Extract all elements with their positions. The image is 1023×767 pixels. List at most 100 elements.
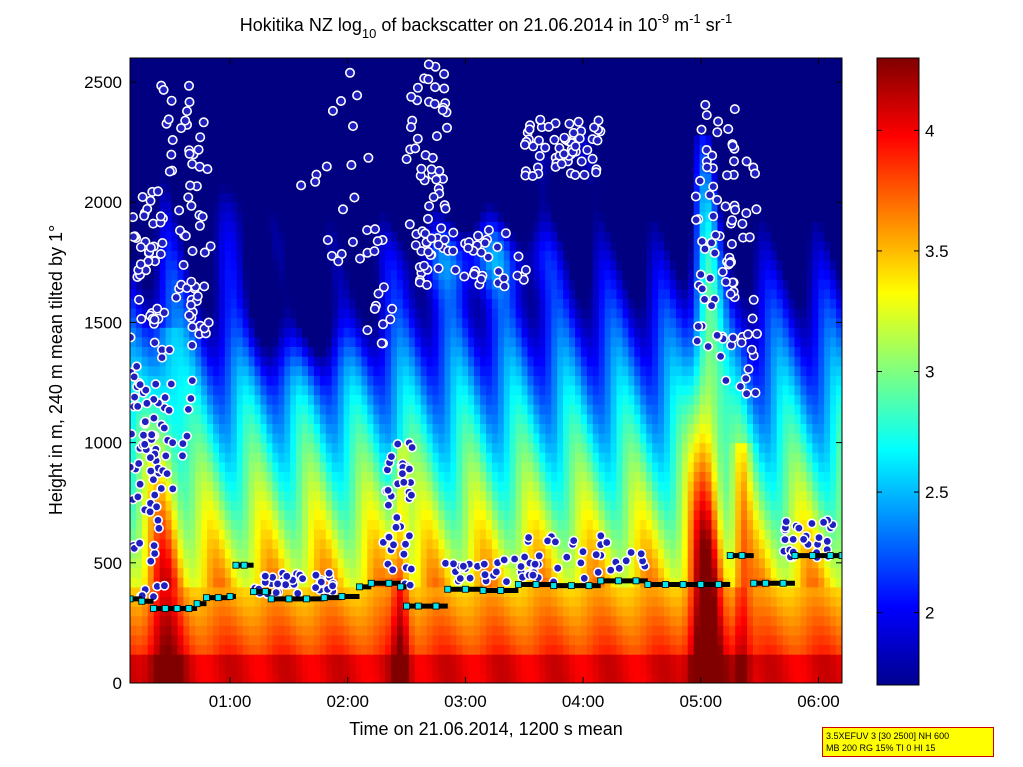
heatmap-cell [302, 375, 309, 386]
heatmap-cell [551, 663, 558, 674]
heatmap-cell [236, 327, 244, 338]
heatmap-cell [569, 606, 576, 617]
heatmap-cell [444, 134, 451, 146]
heatmap-cell [153, 404, 161, 415]
heatmap-cell [355, 298, 362, 309]
heatmap-cell [527, 221, 534, 232]
heatmap-cell [456, 384, 463, 396]
heatmap-cell [391, 250, 398, 261]
heatmap-cell [527, 250, 534, 261]
heatmap-cell [408, 548, 416, 559]
heatmap-cell [284, 144, 291, 155]
heatmap-cell [177, 625, 184, 636]
heatmap-cell [260, 625, 267, 636]
heatmap-cell [527, 471, 534, 482]
heatmap-cell [130, 606, 137, 617]
heatmap-cell [308, 240, 315, 251]
heatmap-cell [456, 125, 463, 136]
heatmap-cell [343, 654, 351, 665]
heatmap-cell [569, 384, 576, 396]
heatmap-cell [557, 634, 564, 646]
heatmap-cell [438, 509, 445, 521]
heatmap-cell [266, 548, 273, 559]
heatmap-cell [343, 154, 351, 165]
heatmap-cell [171, 259, 178, 271]
heatmap-cell [319, 461, 327, 472]
heatmap-cell [313, 231, 321, 242]
heatmap-cell [165, 77, 173, 88]
heatmap-cell [580, 231, 588, 242]
heatmap-cell [432, 433, 440, 444]
heatmap-cell [367, 548, 374, 559]
heatmap-cell [343, 423, 351, 434]
heatmap-cell [278, 221, 285, 232]
heatmap-cell [189, 58, 196, 69]
heatmap-cell [515, 663, 523, 674]
heatmap-cell [147, 567, 155, 578]
heatmap-cell [367, 58, 374, 69]
heatmap-cell [491, 394, 499, 405]
heatmap-cell [135, 77, 143, 88]
heatmap-cell [563, 58, 570, 69]
heatmap-cell [450, 548, 457, 559]
heatmap-cell [189, 356, 196, 367]
heatmap-cell [414, 634, 422, 646]
heatmap-cell [355, 183, 362, 194]
heatmap-cell [391, 259, 398, 271]
heatmap-cell [408, 404, 416, 415]
heatmap-cell [230, 423, 238, 434]
heatmap-cell [551, 67, 558, 78]
heatmap-cell [444, 529, 451, 540]
heatmap-cell [480, 500, 487, 511]
heatmap-cell [397, 336, 404, 347]
heatmap-cell [355, 413, 362, 424]
heatmap-cell [308, 500, 315, 511]
heatmap-cell [545, 452, 552, 463]
heatmap-cell [219, 654, 226, 665]
heatmap-cell [313, 288, 321, 299]
heatmap-cell [325, 452, 333, 463]
heatmap-cell [379, 115, 386, 126]
heatmap-cell [242, 154, 250, 165]
heatmap-cell [141, 86, 149, 97]
heatmap-cell [242, 433, 250, 444]
heatmap-cell [402, 115, 410, 126]
heatmap-cell [296, 423, 303, 434]
heatmap-cell [468, 433, 475, 444]
heatmap-cell [195, 356, 202, 367]
heatmap-cell [497, 144, 505, 155]
heatmap-cell [420, 519, 428, 530]
heatmap-cell [486, 413, 493, 424]
heatmap-cell [486, 77, 493, 88]
heatmap-cell [480, 221, 487, 232]
heatmap-cell [456, 106, 463, 117]
heatmap-cell [284, 615, 291, 626]
heatmap-cell [296, 596, 303, 607]
heatmap-cell [545, 625, 552, 636]
heatmap-cell [527, 154, 534, 165]
heatmap-cell [515, 596, 523, 607]
heatmap-cell [219, 288, 226, 299]
heatmap-cell [147, 673, 155, 683]
heatmap-cell [432, 606, 440, 617]
heatmap-cell [444, 308, 451, 319]
heatmap-cell [266, 452, 273, 463]
heatmap-cell [272, 288, 279, 299]
heatmap-cell [207, 259, 214, 271]
heatmap-cell [201, 519, 208, 530]
heatmap-cell [230, 663, 238, 674]
heatmap-cell [130, 336, 137, 347]
heatmap-cell [480, 211, 487, 222]
heatmap-cell [248, 394, 256, 405]
heatmap-cell [207, 298, 214, 309]
heatmap-cell [545, 183, 552, 194]
heatmap-cell [302, 67, 309, 78]
heatmap-cell [580, 673, 588, 683]
heatmap-cell [515, 125, 523, 136]
heatmap-cell [337, 221, 345, 232]
heatmap-cell [575, 625, 582, 636]
heatmap-cell [444, 519, 451, 530]
heatmap-cell [503, 86, 511, 97]
heatmap-cell [450, 317, 457, 328]
heatmap-cell [580, 567, 588, 578]
